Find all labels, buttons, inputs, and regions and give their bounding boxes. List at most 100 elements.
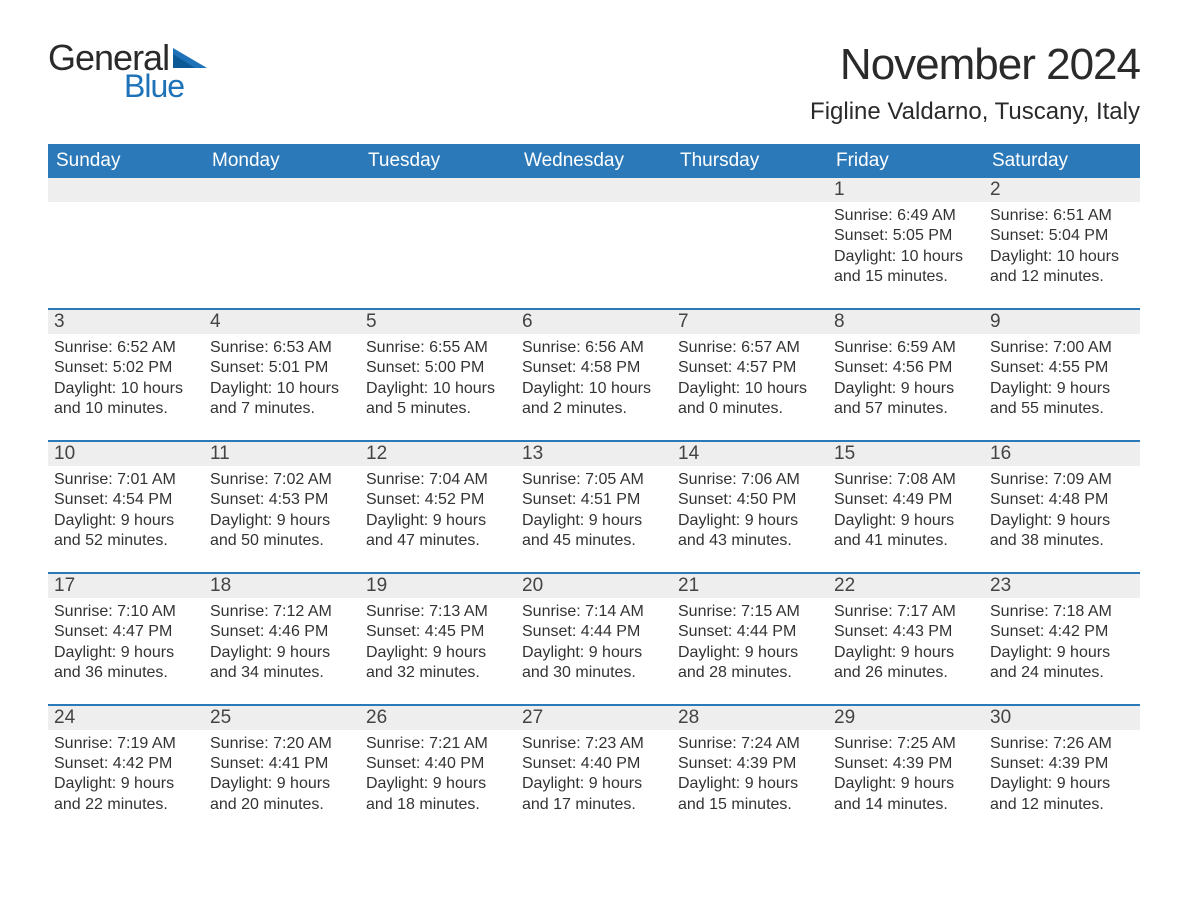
sunset-text: Sunset: 4:44 PM: [522, 622, 666, 642]
daylight-line1: Daylight: 9 hours: [54, 774, 198, 794]
day-number: 3: [48, 310, 204, 334]
sunrise-text: Sunrise: 7:23 AM: [522, 734, 666, 754]
day-cell: 24Sunrise: 7:19 AMSunset: 4:42 PMDayligh…: [48, 706, 204, 822]
sunset-text: Sunset: 5:00 PM: [366, 358, 510, 378]
day-details: Sunrise: 7:05 AMSunset: 4:51 PMDaylight:…: [516, 466, 672, 552]
sunrise-text: Sunrise: 7:20 AM: [210, 734, 354, 754]
daylight-line2: and 24 minutes.: [990, 663, 1134, 683]
daylight-line2: and 57 minutes.: [834, 399, 978, 419]
day-details: Sunrise: 7:04 AMSunset: 4:52 PMDaylight:…: [360, 466, 516, 552]
sunset-text: Sunset: 4:49 PM: [834, 490, 978, 510]
sunset-text: Sunset: 4:39 PM: [678, 754, 822, 774]
sunrise-text: Sunrise: 7:12 AM: [210, 602, 354, 622]
logo-flag-icon: [173, 46, 207, 70]
day-cell: 6 Sunrise: 6:56 AMSunset: 4:58 PMDaylight…: [516, 310, 672, 426]
empty-daynum-bar: [360, 178, 516, 202]
sunset-text: Sunset: 4:40 PM: [522, 754, 666, 774]
sunrise-text: Sunrise: 6:53 AM: [210, 338, 354, 358]
sunset-text: Sunset: 4:45 PM: [366, 622, 510, 642]
daylight-line2: and 5 minutes.: [366, 399, 510, 419]
day-number: 12: [360, 442, 516, 466]
daylight-line1: Daylight: 10 hours: [522, 379, 666, 399]
daylight-line1: Daylight: 10 hours: [678, 379, 822, 399]
day-details: Sunrise: 6:51 AMSunset: 5:04 PMDaylight:…: [984, 202, 1140, 288]
day-details: Sunrise: 7:24 AMSunset: 4:39 PMDaylight:…: [672, 730, 828, 816]
day-number: 30: [984, 706, 1140, 730]
sunset-text: Sunset: 4:54 PM: [54, 490, 198, 510]
empty-daynum-bar: [48, 178, 204, 202]
empty-cell: [360, 178, 516, 294]
day-cell: 28Sunrise: 7:24 AMSunset: 4:39 PMDayligh…: [672, 706, 828, 822]
empty-cell: [48, 178, 204, 294]
day-number: 23: [984, 574, 1140, 598]
day-details: Sunrise: 6:49 AMSunset: 5:05 PMDaylight:…: [828, 202, 984, 288]
daylight-line2: and 45 minutes.: [522, 531, 666, 551]
day-number: 6: [516, 310, 672, 334]
title-block: November 2024 Figline Valdarno, Tuscany,…: [810, 40, 1140, 126]
week-row: 10Sunrise: 7:01 AMSunset: 4:54 PMDayligh…: [48, 440, 1140, 558]
daylight-line1: Daylight: 9 hours: [54, 511, 198, 531]
sunset-text: Sunset: 4:48 PM: [990, 490, 1134, 510]
sunset-text: Sunset: 4:46 PM: [210, 622, 354, 642]
daylight-line2: and 0 minutes.: [678, 399, 822, 419]
day-details: Sunrise: 7:15 AMSunset: 4:44 PMDaylight:…: [672, 598, 828, 684]
day-number: 4: [204, 310, 360, 334]
sunset-text: Sunset: 5:05 PM: [834, 226, 978, 246]
day-header-row: Sunday Monday Tuesday Wednesday Thursday…: [48, 144, 1140, 178]
daylight-line2: and 15 minutes.: [834, 267, 978, 287]
day-cell: 14Sunrise: 7:06 AMSunset: 4:50 PMDayligh…: [672, 442, 828, 558]
day-details: Sunrise: 6:59 AMSunset: 4:56 PMDaylight:…: [828, 334, 984, 420]
sunrise-text: Sunrise: 7:02 AM: [210, 470, 354, 490]
day-number: 21: [672, 574, 828, 598]
day-details: Sunrise: 6:53 AMSunset: 5:01 PMDaylight:…: [204, 334, 360, 420]
daylight-line2: and 14 minutes.: [834, 795, 978, 815]
day-cell: 5Sunrise: 6:55 AMSunset: 5:00 PMDaylight…: [360, 310, 516, 426]
sunrise-text: Sunrise: 7:17 AM: [834, 602, 978, 622]
sunset-text: Sunset: 4:44 PM: [678, 622, 822, 642]
day-details: Sunrise: 7:09 AMSunset: 4:48 PMDaylight:…: [984, 466, 1140, 552]
day-number: 10: [48, 442, 204, 466]
day-number: 17: [48, 574, 204, 598]
daylight-line1: Daylight: 9 hours: [990, 774, 1134, 794]
daylight-line1: Daylight: 9 hours: [834, 774, 978, 794]
daylight-line1: Daylight: 9 hours: [54, 643, 198, 663]
sunset-text: Sunset: 4:57 PM: [678, 358, 822, 378]
sunset-text: Sunset: 4:55 PM: [990, 358, 1134, 378]
daylight-line2: and 30 minutes.: [522, 663, 666, 683]
daylight-line1: Daylight: 9 hours: [366, 511, 510, 531]
day-number: 14: [672, 442, 828, 466]
sunrise-text: Sunrise: 7:06 AM: [678, 470, 822, 490]
day-details: Sunrise: 6:57 AMSunset: 4:57 PMDaylight:…: [672, 334, 828, 420]
sunset-text: Sunset: 4:51 PM: [522, 490, 666, 510]
day-header-thursday: Thursday: [672, 144, 828, 178]
daylight-line2: and 2 minutes.: [522, 399, 666, 419]
sunset-text: Sunset: 4:40 PM: [366, 754, 510, 774]
sunset-text: Sunset: 4:58 PM: [522, 358, 666, 378]
day-details: Sunrise: 7:19 AMSunset: 4:42 PMDaylight:…: [48, 730, 204, 816]
day-number: 5: [360, 310, 516, 334]
day-cell: 16Sunrise: 7:09 AMSunset: 4:48 PMDayligh…: [984, 442, 1140, 558]
day-number: 18: [204, 574, 360, 598]
daylight-line1: Daylight: 9 hours: [210, 774, 354, 794]
day-cell: 27Sunrise: 7:23 AMSunset: 4:40 PMDayligh…: [516, 706, 672, 822]
daylight-line1: Daylight: 9 hours: [834, 511, 978, 531]
daylight-line1: Daylight: 9 hours: [678, 511, 822, 531]
day-details: Sunrise: 6:55 AMSunset: 5:00 PMDaylight:…: [360, 334, 516, 420]
daylight-line2: and 12 minutes.: [990, 267, 1134, 287]
day-cell: 7Sunrise: 6:57 AMSunset: 4:57 PMDaylight…: [672, 310, 828, 426]
sunrise-text: Sunrise: 7:25 AM: [834, 734, 978, 754]
sunrise-text: Sunrise: 7:14 AM: [522, 602, 666, 622]
daylight-line2: and 55 minutes.: [990, 399, 1134, 419]
day-cell: 15Sunrise: 7:08 AMSunset: 4:49 PMDayligh…: [828, 442, 984, 558]
day-details: Sunrise: 7:12 AMSunset: 4:46 PMDaylight:…: [204, 598, 360, 684]
sunrise-text: Sunrise: 7:09 AM: [990, 470, 1134, 490]
daylight-line2: and 50 minutes.: [210, 531, 354, 551]
sunset-text: Sunset: 4:42 PM: [54, 754, 198, 774]
sunrise-text: Sunrise: 7:13 AM: [366, 602, 510, 622]
week-row: 24Sunrise: 7:19 AMSunset: 4:42 PMDayligh…: [48, 704, 1140, 822]
day-details: Sunrise: 7:01 AMSunset: 4:54 PMDaylight:…: [48, 466, 204, 552]
sunrise-text: Sunrise: 6:56 AM: [522, 338, 666, 358]
day-number: 2: [984, 178, 1140, 202]
daylight-line1: Daylight: 10 hours: [990, 247, 1134, 267]
daylight-line1: Daylight: 10 hours: [210, 379, 354, 399]
